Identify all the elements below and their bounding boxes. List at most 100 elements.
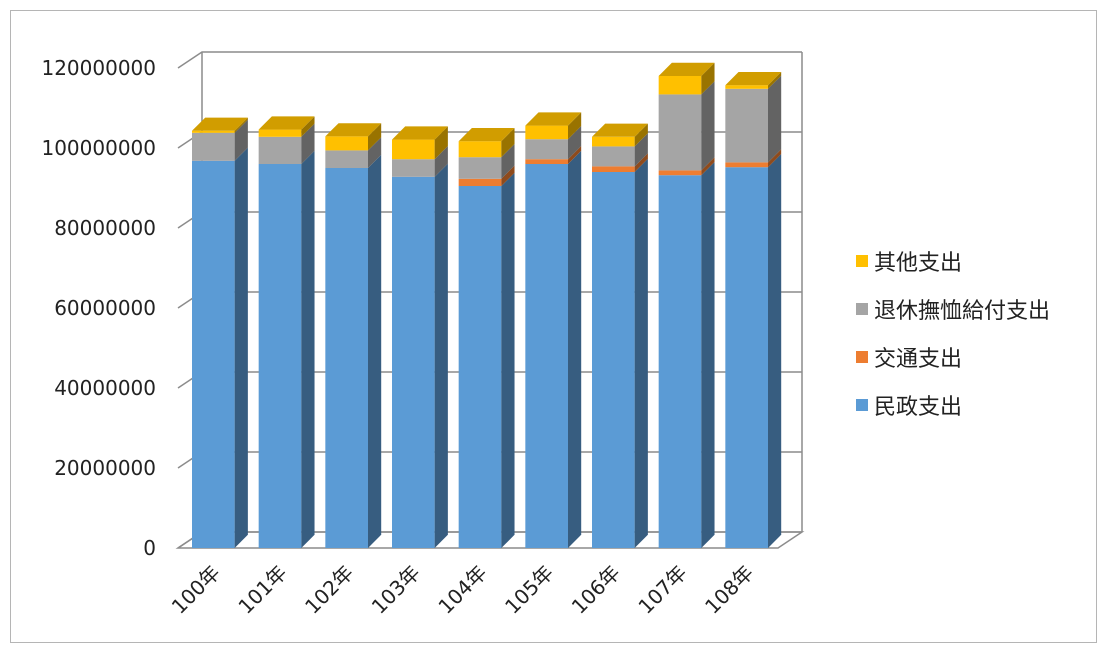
legend-label: 退休撫恤給付支出: [874, 299, 1050, 324]
bar-side: [234, 117, 248, 133]
y-tick-label: 100000000: [41, 136, 156, 160]
x-tick-label: 105年: [500, 561, 558, 619]
bar-segment: [525, 112, 582, 140]
bar-side: [768, 72, 782, 89]
bar-side: [368, 123, 382, 151]
bar-top: [392, 126, 448, 140]
bar-segment: [458, 172, 515, 549]
bar-segment: [192, 119, 248, 161]
bar-front: [392, 159, 435, 177]
bar-segment: [392, 163, 448, 549]
bar-front: [658, 76, 702, 95]
bar-side: [701, 81, 715, 171]
bar-front: [458, 178, 502, 186]
bar-segment: [458, 144, 515, 179]
bar-segment: [658, 162, 715, 548]
bar-top: [192, 117, 248, 131]
bar-segment: [658, 81, 715, 171]
legend-entry: 民政支出: [856, 395, 962, 420]
bar-segment: [592, 158, 648, 549]
bar-side: [501, 165, 515, 186]
legend-entry: 其他支出: [856, 251, 962, 276]
legend-entry: 退休撫恤給付支出: [856, 299, 1050, 324]
bar-front: [458, 186, 502, 548]
x-tick-label: 103年: [367, 561, 425, 619]
bar-front: [325, 150, 368, 168]
bar-front: [258, 164, 302, 548]
legend-swatch: [856, 399, 868, 411]
bar-front: [458, 157, 502, 179]
bar-front: [592, 166, 635, 172]
bar-side: [301, 150, 315, 549]
bar-segment: [392, 146, 448, 177]
bar-side: [234, 147, 248, 548]
bar-side: [634, 133, 648, 167]
bar-front: [658, 170, 702, 176]
x-axis: 100年 101年 102年 103年 104年 105年 106年 107年 108年: [167, 561, 758, 619]
bar-side: [501, 172, 515, 549]
bar-side: [568, 112, 582, 140]
bar-segment: [725, 149, 782, 168]
legend-swatch: [856, 351, 868, 363]
bar-side: [501, 128, 515, 158]
y-tick-label: 0: [143, 536, 156, 560]
bar-front: [725, 85, 768, 89]
bar-side: [568, 150, 582, 549]
bar-segment: [258, 123, 315, 164]
bar-front: [325, 136, 368, 151]
bar-segment: [458, 165, 515, 186]
bar-front: [592, 136, 635, 147]
bar-front: [458, 141, 502, 158]
x-tick-label: 107年: [633, 561, 691, 619]
bar-segment: [592, 153, 648, 172]
y-tick-label: 60000000: [54, 296, 156, 320]
bar-segment: [325, 137, 382, 168]
bar-segment: [325, 154, 382, 549]
bar-top: [258, 116, 315, 130]
bar-front: [658, 94, 702, 171]
bars: [192, 62, 782, 549]
bar-front: [392, 139, 435, 160]
bar-side: [634, 123, 648, 147]
bar-side: [568, 126, 582, 160]
bar-front: [192, 160, 235, 549]
bar-side: [768, 154, 782, 548]
y-tick-label: 20000000: [54, 456, 156, 480]
bar-top: [658, 62, 715, 76]
bar-top: [525, 112, 582, 126]
legend-label: 其他支出: [874, 251, 962, 276]
bar-side: [434, 163, 448, 548]
bar-segment: [658, 157, 715, 176]
bar-segment: [525, 150, 582, 549]
bar-segment: [192, 147, 248, 549]
bar-segment: [592, 123, 648, 147]
bar-front: [258, 136, 302, 164]
legend-label: 交通支出: [874, 347, 962, 372]
x-tick-label: 100年: [167, 561, 225, 619]
bar-front: [525, 139, 568, 160]
bar-side: [768, 149, 782, 168]
y-axis: 0 20000000 40000000 60000000 80000000 1000000…: [41, 56, 156, 560]
bar-side: [768, 75, 782, 163]
bar-front: [658, 175, 702, 548]
x-tick-label: 104年: [433, 561, 491, 619]
bar-front: [725, 88, 768, 163]
bar-front: [192, 130, 235, 133]
bar-segment: [392, 126, 448, 160]
y-tick-label: 120000000: [41, 56, 156, 80]
bar-front: [725, 167, 768, 548]
bar-top: [725, 72, 782, 86]
bar-top: [458, 128, 515, 142]
bar-side: [301, 123, 315, 164]
bar-front: [392, 176, 435, 549]
bar-segment: [658, 62, 715, 95]
bar-segment: [725, 154, 782, 548]
legend-entry: 交通支出: [856, 347, 962, 372]
x-tick-label: 102年: [300, 561, 358, 619]
bar-front: [592, 146, 635, 167]
bar-side: [634, 153, 648, 172]
bar-segment: [192, 117, 248, 133]
bar-side: [701, 162, 715, 548]
legend-label: 民政支出: [874, 395, 962, 420]
legend-swatch: [856, 255, 868, 267]
